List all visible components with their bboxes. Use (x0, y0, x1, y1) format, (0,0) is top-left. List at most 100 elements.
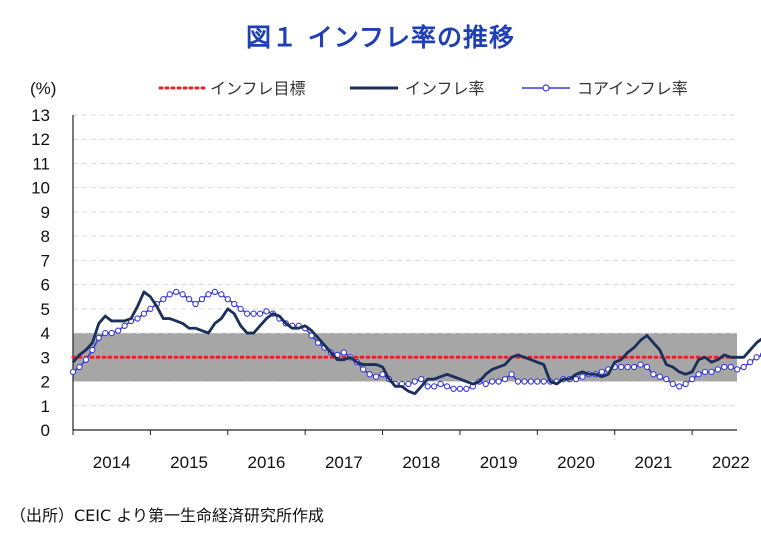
core-inflation-point (688, 375, 696, 383)
core-inflation-point (714, 366, 722, 373)
core-inflation-point (263, 308, 270, 315)
core-inflation-point (185, 296, 193, 303)
core-inflation-point (224, 296, 231, 303)
core-inflation-point (598, 368, 605, 375)
core-inflation-point (147, 305, 154, 312)
x-tick-label: 2022 (712, 453, 750, 472)
y-tick-label: 8 (41, 227, 50, 246)
core-inflation-point (360, 366, 367, 373)
x-tick-label: 2018 (402, 453, 440, 472)
core-inflation-point (656, 373, 664, 380)
x-axis: 2014 2015 2016 2017 2018 2019 2020 2021 2022 (72, 429, 750, 472)
core-inflation-point (69, 368, 77, 375)
core-inflation-point (443, 383, 451, 390)
core-inflation-point (489, 378, 496, 385)
core-inflation-point (740, 363, 747, 371)
core-inflation-point (437, 380, 444, 388)
core-inflation-point (695, 371, 702, 378)
y-axis-label: (%) (30, 79, 56, 98)
y-tick-label: 4 (41, 324, 50, 343)
core-inflation-point (95, 334, 102, 342)
y-tick-label: 7 (41, 251, 50, 270)
core-inflation-point (637, 361, 644, 368)
y-tick-label: 2 (41, 373, 50, 392)
core-inflation-point (540, 378, 547, 385)
core-inflation-point (372, 373, 380, 380)
x-tick-label: 2017 (325, 453, 363, 472)
core-inflation-point (721, 363, 728, 371)
y-tick-label: 11 (32, 154, 50, 173)
x-tick-label: 2019 (480, 453, 518, 472)
core-inflation-point (89, 346, 96, 354)
x-tick-label: 2016 (248, 453, 286, 472)
y-tick-label: 10 (31, 179, 50, 198)
chart-title: 図１ インフレ率の推移 (246, 23, 515, 52)
source-note: （出所）CEIC より第一生命経済研究所作成 (10, 506, 324, 525)
core-inflation-point (411, 378, 418, 385)
core-inflation-point (456, 385, 464, 392)
legend-target-label: インフレ目標 (210, 79, 306, 98)
core-inflation-point (179, 291, 186, 298)
y-tick-label: 3 (41, 348, 50, 367)
x-tick-label: 2021 (635, 453, 673, 472)
core-inflation-point (727, 363, 734, 371)
legend-core-marker (542, 84, 550, 92)
core-inflation-point (418, 375, 425, 383)
core-inflation-point (521, 378, 528, 385)
core-inflation-point (114, 327, 122, 334)
core-inflation-point (618, 363, 625, 371)
core-inflation-point (243, 310, 251, 317)
legend-inflation-label: インフレ率 (405, 79, 485, 98)
core-inflation-point (572, 375, 580, 383)
x-tick-label: 2020 (557, 453, 595, 472)
core-inflation-point (579, 373, 586, 380)
core-inflation-point (650, 371, 657, 378)
core-inflation-point (708, 368, 715, 375)
core-inflation-point (340, 349, 348, 356)
core-inflation-point (140, 310, 148, 317)
y-tick-label: 6 (41, 276, 50, 295)
core-inflation-point (747, 359, 754, 366)
core-inflation-point (482, 380, 489, 388)
core-inflation-point (495, 378, 502, 385)
core-inflation-point (534, 378, 541, 385)
core-inflation-point (624, 363, 631, 371)
core-inflation-point (134, 315, 141, 322)
core-inflation-point (121, 322, 128, 329)
x-tick-label: 2015 (170, 453, 208, 472)
core-inflation-point (76, 363, 83, 371)
series-line-inflation (71, 290, 761, 396)
x-tick-label: 2014 (93, 453, 131, 472)
y-tick-label: 1 (41, 397, 50, 416)
gridlines (73, 114, 737, 407)
core-inflation-point (237, 305, 244, 312)
core-inflation-point (676, 383, 683, 390)
core-inflation-point (218, 291, 225, 298)
core-inflation-point (514, 378, 522, 385)
core-inflation-point (450, 385, 457, 392)
legend-core-label: コアインフレ率 (577, 79, 688, 98)
y-tick-label: 9 (41, 203, 50, 222)
core-inflation-point (108, 329, 115, 337)
core-inflation-point (701, 368, 709, 375)
core-inflation-point (663, 375, 670, 383)
core-inflation-point (508, 371, 515, 378)
core-inflation-point (102, 329, 109, 337)
core-inflation-point (463, 385, 470, 392)
core-inflation-point (669, 380, 676, 388)
core-inflation-point (192, 300, 199, 308)
core-inflation-point (405, 380, 412, 388)
core-inflation-point (256, 310, 264, 317)
core-inflation-point (424, 383, 431, 390)
core-inflation-point (205, 291, 212, 298)
core-inflation-point (82, 356, 90, 363)
core-inflation-point (198, 296, 206, 303)
core-inflation-point (753, 354, 760, 361)
core-inflation-point (501, 375, 509, 383)
core-inflation-point (527, 378, 535, 385)
legend: インフレ目標 インフレ率 コアインフレ率 (158, 79, 688, 98)
core-inflation-point (231, 300, 238, 308)
core-inflation-point (366, 371, 373, 378)
